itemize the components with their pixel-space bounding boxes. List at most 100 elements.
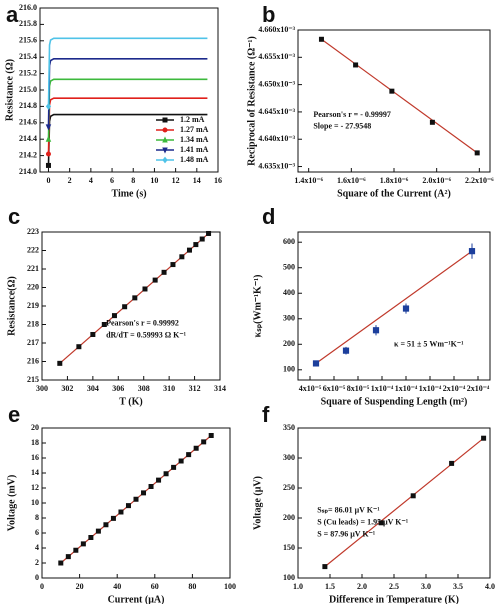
marker [342, 347, 350, 354]
x-axis-label: Current (μA) [108, 594, 165, 604]
marker [73, 547, 79, 553]
marker [178, 458, 184, 464]
marker [101, 322, 107, 327]
y-tick-label: 4.650x10⁻³ [258, 79, 295, 88]
y-tick-label: 4.640x10⁻³ [258, 134, 295, 143]
marker [318, 36, 324, 42]
y-tick-label: 218 [27, 319, 39, 328]
y-tick-label: 300 [283, 453, 295, 462]
marker [162, 127, 168, 133]
y-tick-label: 214.8 [19, 101, 37, 110]
y-tick-label: 200 [283, 339, 295, 348]
annotation: S (Cu leads) = 1.95 μV K⁻¹ [317, 517, 409, 526]
marker [111, 313, 117, 319]
x-tick-label: 0 [46, 176, 50, 185]
marker [80, 541, 86, 547]
marker [312, 360, 320, 367]
marker [90, 331, 96, 337]
y-tick-label: 215.4 [19, 52, 37, 61]
legend-label: 1.48 mA [180, 155, 209, 164]
marker [141, 490, 147, 496]
y-tick-label: 600 [283, 237, 295, 246]
x-tick-label: 16 [214, 176, 222, 185]
marker [152, 277, 158, 283]
x-tick-label: 1.5 [325, 582, 335, 591]
marker [372, 327, 380, 334]
y-tick-label: 216.0 [19, 3, 37, 12]
x-tick-label: 314 [214, 384, 226, 393]
x-tick-label: 10 [150, 176, 158, 185]
y-tick-label: 350 [283, 423, 295, 432]
annotation: Pearson's r = 0.99992 [106, 319, 179, 328]
x-tick-label: 2.5 [389, 582, 399, 591]
y-tick-label: 300 [283, 314, 295, 323]
y-tick-label: 4.660x10⁻³ [258, 25, 295, 34]
y-tick-label: 4 [35, 543, 39, 552]
panel-letter: a [6, 2, 19, 27]
marker [481, 435, 487, 441]
marker [45, 102, 52, 110]
marker [449, 460, 455, 466]
marker [45, 162, 51, 168]
annotation: Pearson's r = - 0.99997 [313, 110, 391, 119]
marker [410, 493, 416, 499]
marker [171, 464, 177, 470]
x-tick-label: 0 [40, 582, 44, 591]
panel-letter: b [262, 2, 275, 27]
y-axis-label: Voltage (μV) [252, 476, 263, 530]
marker [162, 117, 168, 123]
marker [95, 528, 101, 534]
plot-frame [297, 231, 491, 381]
marker [122, 304, 128, 310]
x-tick-label: 310 [163, 384, 175, 393]
marker [162, 156, 168, 164]
y-tick-label: 6 [35, 528, 39, 537]
y-axis-label: Resistance (Ω) [4, 59, 15, 121]
marker [156, 477, 162, 483]
x-tick-label: 1x10⁻⁴ [419, 384, 442, 393]
y-tick-label: 222 [27, 245, 39, 254]
y-tick-label: 216 [27, 356, 39, 365]
x-tick-label: 100 [224, 582, 236, 591]
y-tick-label: 18 [31, 438, 39, 447]
panel-letter: d [262, 204, 275, 229]
x-tick-label: 300 [36, 384, 48, 393]
y-tick-label: 215 [27, 375, 39, 384]
x-tick-label: 1.0 [293, 582, 303, 591]
y-tick-label: 215.8 [19, 19, 37, 28]
x-tick-label: 306 [112, 384, 124, 393]
legend-label: 1.41 mA [180, 145, 209, 154]
y-tick-label: 2 [35, 558, 39, 567]
marker [474, 150, 480, 156]
marker [132, 295, 138, 301]
y-tick-label: 214.4 [19, 134, 37, 143]
x-tick-label: 20 [76, 582, 84, 591]
legend-label: 1.27 mA [180, 125, 209, 134]
y-axis-label: Reciprocal of Resistance (Ω⁻¹) [246, 36, 257, 166]
plot-frame [41, 231, 221, 381]
x-tick-label: 2.0 [357, 582, 367, 591]
x-tick-label: 1x10⁻⁴ [395, 384, 418, 393]
x-tick-label: 80 [188, 582, 196, 591]
fit-line [315, 250, 473, 364]
x-tick-label: 1.6x10⁻⁶ [337, 176, 366, 185]
marker [186, 452, 192, 458]
marker [133, 496, 139, 502]
x-tick-label: 4 [89, 176, 93, 185]
x-axis-label: Difference in Temperature (K) [329, 594, 459, 604]
x-tick-label: 308 [138, 384, 150, 393]
x-tick-label: 14 [193, 176, 201, 185]
fit-line [324, 437, 484, 568]
x-axis-label: Time (s) [111, 188, 146, 199]
y-tick-label: 217 [27, 338, 39, 347]
y-tick-label: 500 [283, 263, 295, 272]
marker [118, 509, 124, 515]
fit-line [321, 38, 478, 154]
panel-letter: f [262, 402, 270, 427]
x-tick-label: 6x10⁻⁵ [323, 384, 346, 393]
x-tick-label: 1.8x10⁻⁶ [380, 176, 409, 185]
x-axis-label: Square of Suspending Length (m²) [321, 396, 468, 407]
marker [201, 439, 207, 445]
y-tick-label: 214.2 [19, 150, 37, 159]
marker [125, 503, 131, 509]
